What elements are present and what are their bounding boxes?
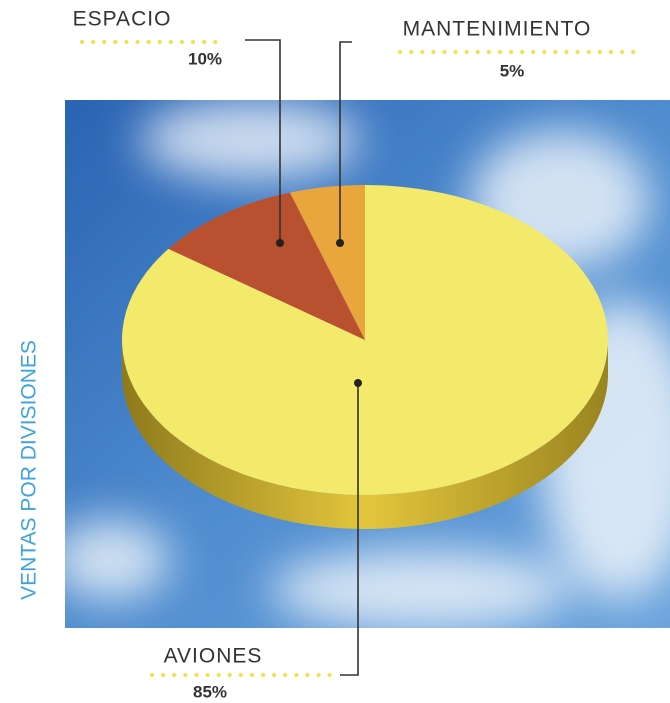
value-label: 10% xyxy=(188,49,222,68)
category-label: AVIONES xyxy=(164,645,263,668)
value-label: 5% xyxy=(500,61,525,80)
chart: VENTAS POR DIVISIONES ESPACIO 10% MANTENIM… xyxy=(0,0,670,703)
pie xyxy=(122,185,608,529)
category-label: ESPACIO xyxy=(73,8,172,31)
chart-title: VENTAS POR DIVISIONES xyxy=(18,340,41,600)
leader-dot xyxy=(354,379,362,387)
value-label: 85% xyxy=(193,682,227,701)
leader-dot xyxy=(276,239,284,247)
category-label: MANTENIMIENTO xyxy=(403,18,592,41)
leader-dot xyxy=(336,239,344,247)
